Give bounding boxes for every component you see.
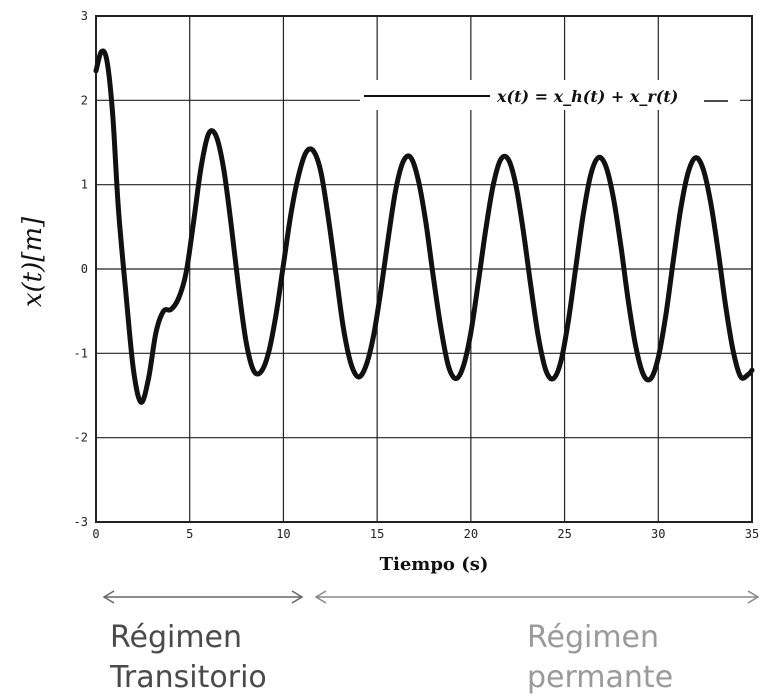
x-tick-label: 15 — [370, 527, 384, 541]
x-tick-label: 5 — [186, 527, 193, 541]
y-tick-label: 2 — [81, 93, 88, 107]
y-axis-label: x(t)[m] — [18, 216, 48, 307]
y-tick-label: 3 — [81, 9, 88, 23]
legend-entry-x-t: x(t) = x_h(t) + x_r(t) — [496, 87, 678, 106]
arrow-permanente — [314, 590, 760, 604]
x-tick-label: 0 — [92, 527, 99, 541]
regime-permanente-line-1: Régimen — [527, 620, 660, 655]
plot-frame — [95, 15, 753, 523]
y-tick-label: 0 — [81, 262, 88, 276]
x-tick-label: 10 — [276, 527, 290, 541]
x-tick-label: 25 — [557, 527, 571, 541]
y-tick-label: 1 — [81, 178, 88, 192]
x-axis-label: Tiempo (s) — [380, 554, 489, 575]
regime-transitorio-label: Régimen Transitorio — [110, 618, 267, 698]
regime-transitorio-line-2: Transitorio — [110, 660, 267, 695]
arrow-transitorio — [102, 590, 304, 604]
regime-permanente-label: Régimen permante — [527, 618, 673, 698]
regime-permanente-line-2: permante — [527, 660, 674, 695]
regime-transitorio-line-1: Régimen — [110, 620, 243, 655]
legend: x(t) = x_h(t) + x_r(t) — [360, 80, 740, 110]
x-tick-label: 30 — [651, 527, 665, 541]
x-tick-label: 35 — [745, 527, 759, 541]
series-line-x-t — [93, 48, 755, 405]
y-tick-label: -1 — [74, 346, 88, 360]
y-tick-label: -3 — [74, 515, 88, 529]
y-tick-label: -2 — [74, 431, 88, 445]
x-tick-label: 20 — [464, 527, 478, 541]
